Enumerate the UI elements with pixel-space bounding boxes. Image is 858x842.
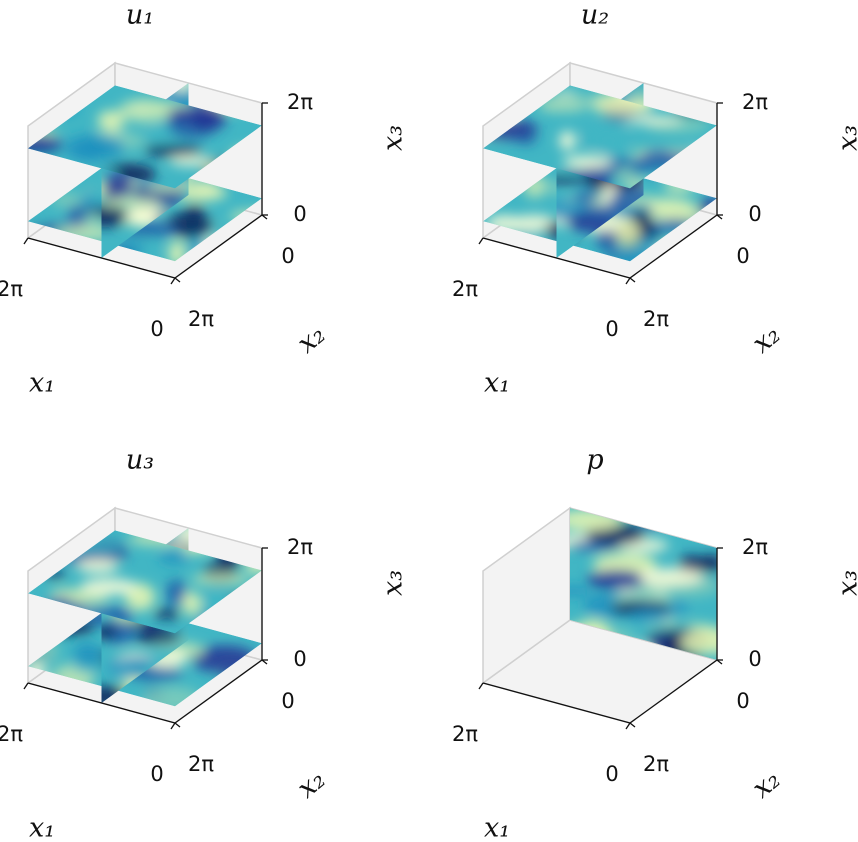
tick-label: 0 bbox=[736, 244, 749, 268]
panel: 0 2π 0 2π 0 2π u₁ x₁ x₂ x₃ bbox=[0, 0, 409, 399]
panel: 0 2π 0 2π 0 2π u₃ x₁ x₂ x₃ bbox=[0, 445, 409, 842]
panel: 0 2π 0 2π 0 2π p x₁ x₂ x₃ bbox=[452, 445, 858, 842]
x1-label: x₁ bbox=[29, 813, 55, 842]
x1-axis bbox=[27, 682, 176, 724]
tick-label: 0 bbox=[736, 689, 749, 713]
tick-mark bbox=[478, 237, 484, 245]
tick-label: 0 bbox=[281, 689, 294, 713]
x2-axis bbox=[174, 214, 263, 279]
tick-label: 0 bbox=[748, 202, 761, 226]
tick-label: 2π bbox=[643, 752, 669, 776]
x3-label: x₃ bbox=[833, 125, 858, 151]
tick-mark bbox=[716, 659, 723, 665]
x1-label: x₁ bbox=[484, 813, 510, 842]
tick-mark bbox=[629, 277, 636, 283]
tick-mark bbox=[174, 722, 181, 728]
tick-label: 2π bbox=[452, 722, 478, 746]
tick-mark bbox=[23, 682, 29, 690]
x2-axis bbox=[629, 659, 718, 724]
tick-mark bbox=[170, 722, 176, 730]
x3-label: x₃ bbox=[378, 125, 409, 151]
x2-label: x₂ bbox=[746, 319, 786, 360]
x1-axis bbox=[27, 237, 176, 279]
tick-label: 2π bbox=[742, 90, 768, 114]
tick-label: 0 bbox=[605, 762, 618, 786]
tick-label: 0 bbox=[150, 762, 163, 786]
x1-axis bbox=[482, 237, 631, 279]
tick-label: 2π bbox=[452, 277, 478, 301]
tick-mark bbox=[629, 722, 636, 728]
tick-label: 0 bbox=[293, 202, 306, 226]
x3-label: x₃ bbox=[833, 570, 858, 596]
x2-axis bbox=[629, 214, 718, 279]
panel-title: u₁ bbox=[126, 0, 154, 31]
tick-label: 2π bbox=[188, 307, 214, 331]
tick-label: 2π bbox=[287, 535, 313, 559]
x2-label: x₂ bbox=[291, 319, 331, 360]
x1-label: x₁ bbox=[29, 368, 55, 399]
tick-mark bbox=[478, 682, 484, 690]
x3-label: x₃ bbox=[378, 570, 409, 596]
x2-label: x₂ bbox=[291, 764, 331, 805]
tick-label: 0 bbox=[748, 647, 761, 671]
tick-label: 2π bbox=[742, 535, 768, 559]
slice-x2 bbox=[570, 508, 717, 660]
tick-label: 0 bbox=[293, 647, 306, 671]
panel-title: u₃ bbox=[126, 445, 154, 476]
tick-label: 2π bbox=[287, 90, 313, 114]
tick-label: 0 bbox=[150, 317, 163, 341]
tick-mark bbox=[23, 237, 29, 245]
tick-label: 2π bbox=[643, 307, 669, 331]
x2-label: x₂ bbox=[746, 764, 786, 805]
tick-mark bbox=[625, 722, 631, 730]
x1-axis bbox=[482, 682, 631, 724]
tick-label: 2π bbox=[0, 722, 23, 746]
tick-label: 0 bbox=[605, 317, 618, 341]
tick-mark bbox=[261, 214, 268, 220]
tick-mark bbox=[625, 277, 631, 285]
tick-label: 2π bbox=[0, 277, 23, 301]
x2-axis bbox=[174, 659, 263, 724]
panel-title: p bbox=[586, 445, 603, 476]
panel: 0 2π 0 2π 0 2π u₂ x₁ x₂ x₃ bbox=[452, 0, 858, 399]
tick-mark bbox=[174, 277, 181, 283]
tick-mark bbox=[716, 214, 723, 220]
tick-mark bbox=[261, 659, 268, 665]
tick-label: 2π bbox=[188, 752, 214, 776]
tick-mark bbox=[170, 277, 176, 285]
tick-label: 0 bbox=[281, 244, 294, 268]
panel-title: u₂ bbox=[581, 0, 609, 31]
x1-label: x₁ bbox=[484, 368, 510, 399]
